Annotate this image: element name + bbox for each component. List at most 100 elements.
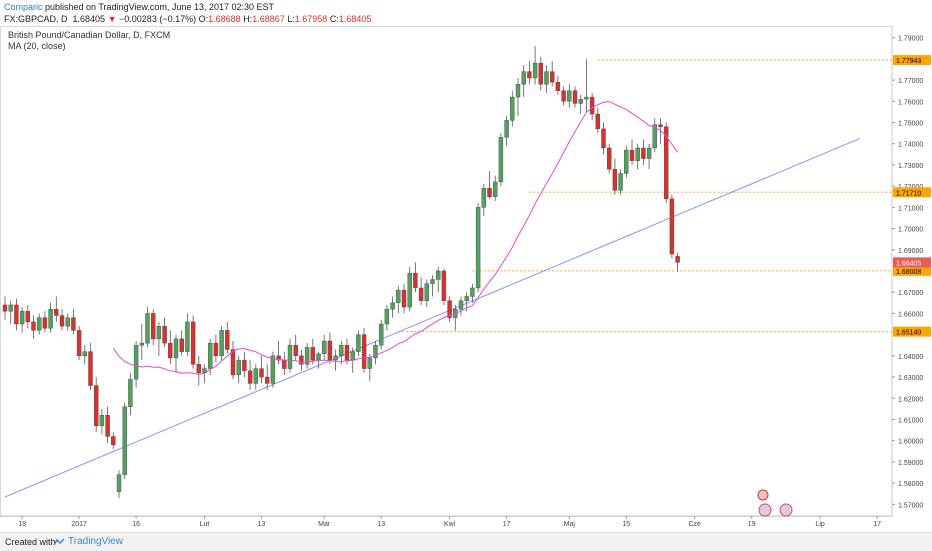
x-tick-label: 13 (258, 521, 266, 528)
candle-down (225, 330, 230, 350)
candle-down (361, 334, 367, 369)
candle-up (498, 137, 504, 183)
open-value: 1.68688 (208, 14, 241, 24)
y-tick-label: 1.77000 (898, 78, 923, 85)
x-tick-label: Kwi (444, 521, 456, 528)
tradingview-brand[interactable]: TradingView (68, 536, 124, 547)
level-price-label: 1.71710 (896, 190, 921, 197)
candle-up (145, 313, 150, 344)
candle-down (555, 82, 561, 91)
candle-down (247, 370, 253, 384)
down-arrow-icon: ▼ (107, 14, 117, 24)
open-label: O: (198, 14, 209, 24)
last-price: 1.68405 (72, 14, 106, 24)
candle-up (304, 347, 310, 365)
candle-down (196, 364, 202, 374)
candle-up (504, 120, 509, 138)
candle-up (185, 321, 190, 352)
candle-up (390, 302, 395, 310)
candle-down (31, 321, 36, 331)
candle-up (333, 355, 338, 361)
candle-up (316, 353, 321, 361)
candle-up (475, 207, 481, 289)
candle-down (629, 149, 635, 161)
candle-down (230, 349, 236, 376)
candle-down (179, 338, 184, 352)
event-marker-icon (757, 489, 769, 501)
candle-down (607, 147, 612, 170)
candle-up (424, 283, 429, 301)
candle-up (173, 338, 179, 359)
candle-up (156, 325, 162, 340)
candle-down (344, 345, 350, 361)
level-price-label: 1.65140 (896, 330, 921, 337)
candle-down (447, 300, 452, 318)
y-tick-label: 1.71000 (898, 205, 923, 212)
y-tick-label: 1.57000 (898, 502, 923, 509)
y-tick-label: 1.76000 (898, 99, 923, 106)
candle-down (213, 342, 219, 357)
candle-up (356, 334, 361, 352)
candle-down (190, 321, 196, 365)
price-change: −0.00283 (−0.17%) (119, 14, 197, 24)
candle-up (19, 311, 25, 325)
candle-down (111, 436, 116, 446)
x-tick-label: Cze (688, 521, 701, 528)
x-tick-label: 19 (18, 521, 26, 528)
last-price-tag (893, 257, 931, 268)
candle-down (88, 351, 93, 386)
candle-down (162, 325, 167, 344)
tradingview-logo-icon (53, 538, 65, 546)
x-tick-label: Lip (815, 521, 824, 528)
y-tick-label: 1.64000 (898, 354, 923, 361)
x-tick-label: 13 (377, 521, 385, 528)
candle-up (99, 415, 105, 427)
y-tick-label: 1.63000 (898, 375, 923, 382)
close-label: C: (329, 14, 339, 24)
x-tick-label: 17 (873, 521, 881, 528)
chart-title: British Pound/Canadian Dollar, D, FXCM (8, 30, 171, 40)
x-tick-label: Lut (200, 521, 210, 528)
candle-down (265, 376, 270, 384)
y-tick-label: 1.59000 (898, 460, 923, 467)
candle-up (436, 270, 441, 280)
y-tick-label: 1.79000 (898, 36, 923, 43)
level-price-tag (893, 265, 931, 276)
symbol-label: FX:GBPCAD, D (4, 14, 68, 24)
candle-down (150, 313, 156, 340)
y-tick-label: 1.69000 (898, 248, 923, 255)
y-tick-label: 1.67000 (898, 290, 923, 297)
candle-down (527, 71, 532, 79)
x-tick-label: 15 (622, 521, 630, 528)
candle-down (2, 304, 8, 312)
candle-up (396, 289, 401, 304)
low-label: L: (287, 14, 295, 24)
candle-down (601, 128, 606, 149)
candle-up (207, 342, 213, 369)
candle-up (578, 98, 583, 104)
candle-down (538, 62, 543, 85)
publisher-name[interactable]: Comparic (4, 2, 43, 12)
ma-legend[interactable]: MA (20, close) (8, 41, 66, 51)
candle-up (82, 351, 88, 357)
low-value: 1.67958 (294, 14, 328, 24)
candle-down (561, 90, 566, 102)
candle-down (418, 287, 424, 301)
high-value: 1.68867 (252, 14, 285, 24)
candle-up (122, 406, 127, 475)
x-tick-label: 17 (503, 521, 511, 528)
candle-up (464, 296, 469, 301)
candle-down (259, 368, 264, 378)
candle-up (384, 308, 390, 325)
level-price-tag (893, 55, 931, 66)
event-marker-icon (779, 503, 793, 517)
candle-up (48, 308, 53, 329)
candle-up (202, 368, 207, 374)
y-tick-label: 1.58000 (898, 481, 923, 488)
publish-line: Comparic published on TradingView.com, J… (4, 2, 274, 12)
candle-down (401, 289, 407, 308)
candle-down (612, 168, 618, 191)
candle-up (521, 71, 526, 85)
price-chart[interactable]: 1.79000 1.77000 1.76000 1.75000 1.74000 1.730… (0, 26, 932, 532)
level-price-tag (893, 187, 931, 198)
